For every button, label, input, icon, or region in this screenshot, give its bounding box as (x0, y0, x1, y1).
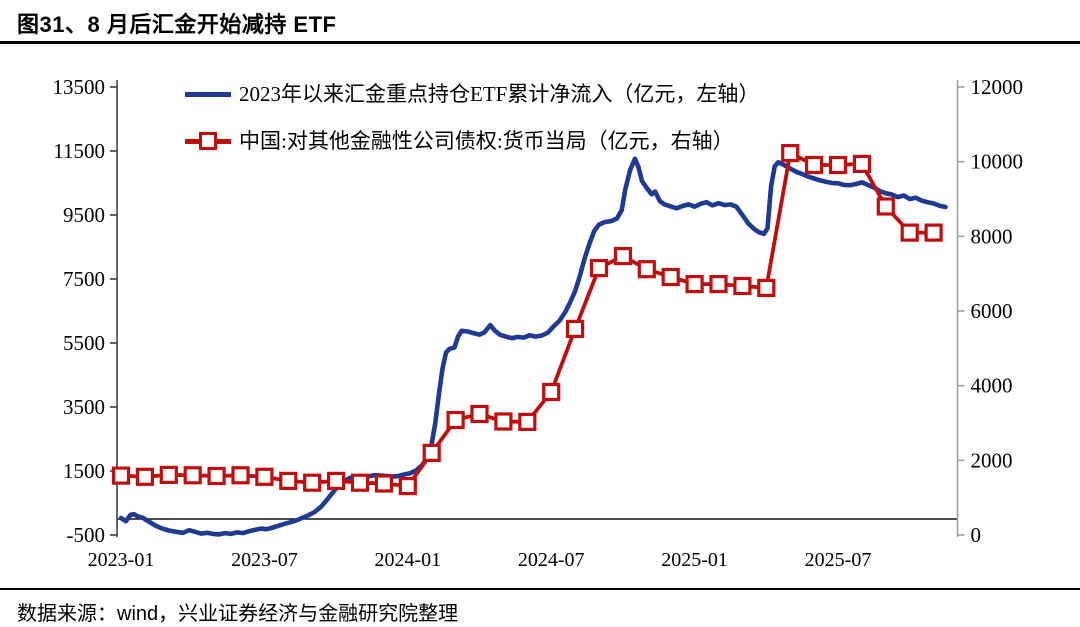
x-axis-labels: 2023-01 2023-07 2024-01 2024-07 2025-01 2025-… (88, 549, 872, 571)
series-line-pboc-claims (120, 151, 934, 488)
x-axis-tick-label: 2024-07 (518, 549, 585, 571)
open-square-marker-icon (709, 275, 728, 294)
title-underline (0, 41, 1080, 44)
open-square-marker-icon (374, 474, 393, 493)
open-square-marker-icon (446, 410, 465, 430)
open-square-marker-icon (924, 223, 943, 242)
open-square-marker-icon (159, 465, 178, 484)
left-axis-tick-label: 3500 (63, 395, 105, 419)
open-square-marker-icon (685, 275, 704, 294)
figure-title: 图31、8 月后汇金开始减持 ETF (17, 12, 337, 37)
open-square-marker-icon (900, 223, 919, 242)
legend-line-sample-blue (185, 81, 231, 107)
open-square-marker-icon (733, 276, 752, 296)
x-axis-tick-label: 2025-07 (805, 549, 872, 571)
open-square-marker-icon (231, 466, 250, 485)
left-axis-tick-label: 5500 (63, 331, 105, 355)
source-note: 数据来源：wind，兴业证券经济与金融研究院整理 (17, 603, 459, 625)
open-square-marker-icon (199, 132, 217, 150)
legend-label-etf-inflow: 2023年以来汇金重点持仓ETF累计净流入（亿元，左轴） (239, 82, 760, 106)
legend-line-square-sample-red (185, 128, 231, 154)
series-markers-pboc-claims (111, 144, 943, 496)
right-axis-tick-label: 10000 (971, 150, 1024, 174)
open-square-marker-icon (876, 197, 895, 216)
open-square-marker-icon (589, 259, 609, 278)
open-square-marker-icon (303, 473, 322, 492)
legend-item-etf-inflow: 2023年以来汇金重点持仓ETF累计净流入（亿元，左轴） (185, 81, 759, 107)
x-axis-tick-label: 2025-01 (661, 549, 728, 571)
open-square-marker-icon (255, 467, 274, 486)
right-axis-tick-label: 2000 (971, 448, 1013, 472)
open-square-marker-icon (828, 155, 848, 175)
open-square-marker-icon (637, 260, 656, 279)
open-square-marker-icon (757, 278, 776, 297)
left-axis: -500 1500 3500 5500 7500 9500 11500 13500 (53, 75, 118, 547)
open-square-marker-icon (804, 155, 824, 175)
open-square-marker-icon (518, 412, 537, 431)
open-square-marker-icon (350, 473, 370, 492)
left-axis-tick-label: 1500 (63, 459, 105, 483)
open-square-marker-icon (565, 319, 585, 338)
open-square-marker-icon (422, 443, 441, 462)
right-axis: 0 2000 4000 6000 8000 10000 12000 (956, 75, 1024, 547)
open-square-marker-icon (494, 412, 513, 431)
left-axis-tick-label: 9500 (63, 203, 105, 227)
open-square-marker-icon (613, 247, 633, 266)
right-axis-tick-label: 12000 (971, 75, 1024, 99)
open-square-marker-icon (470, 404, 489, 424)
x-axis-tick-label: 2023-01 (88, 549, 155, 571)
open-square-marker-icon (852, 154, 872, 173)
x-axis-tick-label: 2024-01 (374, 549, 441, 571)
open-square-marker-icon (279, 471, 298, 490)
left-axis-tick-label: -500 (67, 523, 106, 547)
right-axis-tick-label: 0 (971, 523, 982, 547)
open-square-marker-icon (542, 382, 561, 402)
open-square-marker-icon (111, 466, 131, 485)
right-axis-tick-label: 6000 (971, 299, 1013, 323)
open-square-marker-icon (661, 267, 680, 287)
right-axis-tick-label: 4000 (971, 374, 1013, 398)
left-axis-tick-label: 13500 (53, 75, 106, 99)
open-square-marker-icon (207, 466, 226, 486)
left-axis-tick-label: 7500 (63, 267, 105, 291)
open-square-marker-icon (398, 477, 417, 496)
footer-divider (0, 588, 1080, 590)
open-square-marker-icon (781, 144, 800, 163)
open-square-marker-icon (327, 471, 346, 490)
left-axis-tick-label: 11500 (53, 139, 105, 163)
series-line-huijin-etf-inflow (118, 156, 948, 537)
legend-label-pboc-claims: 中国:对其他金融性公司债权:货币当局（亿元，右轴） (239, 129, 734, 153)
x-axis-tick-label: 2023-07 (231, 549, 298, 571)
right-axis-tick-label: 8000 (971, 224, 1013, 248)
open-square-marker-icon (183, 466, 202, 485)
legend-item-pboc-claims: 中国:对其他金融性公司债权:货币当局（亿元，右轴） (185, 128, 734, 154)
open-square-marker-icon (135, 467, 154, 486)
